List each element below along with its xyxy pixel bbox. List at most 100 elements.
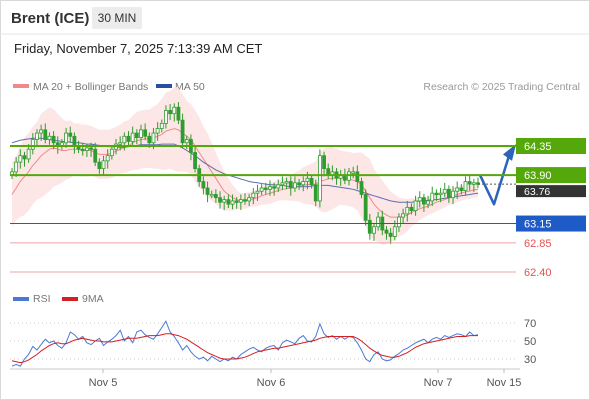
candle (363, 189, 368, 226)
candle (164, 105, 168, 129)
rsi-tick-label: 70 (524, 318, 536, 330)
candle (438, 188, 443, 203)
level-63-76: 63.76 (516, 185, 586, 198)
candle (18, 149, 23, 169)
level-62-85: 62.85 (10, 238, 552, 250)
time-tick-label: Nov 7 (424, 377, 453, 389)
level-63-90: 63.90 (10, 167, 586, 184)
price-levels: 64.35 63.90 63.76 63.15 62.85 62.40 (10, 138, 586, 279)
rsi-legend-swatch (13, 297, 29, 301)
candle (401, 208, 406, 224)
candle (209, 190, 214, 199)
candle (101, 155, 106, 176)
candle (180, 113, 185, 148)
candle (397, 213, 401, 232)
candle (317, 149, 322, 208)
candle (417, 191, 422, 208)
rsi-tick-label: 50 (524, 336, 536, 348)
candle (455, 181, 460, 199)
candle (238, 194, 243, 210)
candle (218, 191, 222, 209)
rsi-plot: 30 50 70 (10, 318, 536, 367)
copyright-text: Research © 2025 Trading Central (423, 81, 580, 93)
candle (259, 184, 264, 196)
candle (388, 228, 393, 245)
candle (372, 222, 376, 241)
candle (226, 194, 231, 209)
candle (272, 182, 277, 196)
candle (322, 151, 326, 177)
bollinger-band (12, 86, 478, 245)
candle (80, 142, 85, 156)
candle (64, 127, 68, 148)
candle (139, 124, 143, 146)
level-62-40: 62.40 (10, 267, 552, 279)
candle (193, 146, 197, 173)
candle (442, 182, 447, 198)
projection-arrowhead (503, 144, 516, 161)
candle (234, 197, 239, 209)
level-label: 63.15 (524, 219, 552, 231)
candle (122, 132, 127, 151)
candle (43, 123, 48, 144)
ma50-line (11, 137, 479, 203)
candle (168, 104, 173, 121)
candle (30, 133, 35, 155)
timestamp: Friday, November 7, 2025 7:13:39 AM CET (14, 41, 263, 56)
candle (426, 195, 430, 209)
candle (118, 136, 123, 151)
candle (422, 193, 426, 212)
candle (130, 126, 135, 147)
rsi-legend: RSI 9MA (13, 293, 104, 305)
candle (105, 149, 110, 169)
candle (471, 178, 476, 192)
candle (222, 195, 227, 210)
candle (26, 144, 31, 163)
chart-header: Brent (ICE) 30 MIN (0, 0, 590, 36)
candle (201, 176, 206, 195)
rsi-legend-label: RSI (33, 293, 51, 305)
candle (367, 213, 372, 240)
candle (39, 124, 44, 141)
candle (280, 176, 285, 190)
candle (126, 131, 131, 146)
level-label: 62.85 (524, 238, 552, 250)
candle (413, 195, 418, 216)
candle (351, 166, 356, 179)
level-label: 64.35 (524, 141, 552, 153)
candle (22, 151, 27, 167)
rsi-line (11, 320, 479, 367)
candle (268, 180, 272, 196)
candle (451, 186, 455, 205)
candle (176, 102, 181, 125)
candle (313, 179, 318, 207)
rsi-ma-legend-swatch (62, 297, 78, 301)
candle (14, 156, 19, 178)
current-price-label: 63.76 (524, 186, 550, 198)
candle (35, 129, 39, 146)
candle (230, 194, 235, 210)
bollinger-legend-swatch (13, 84, 29, 88)
time-tick-label: Nov 15 (487, 377, 522, 389)
candle (309, 174, 314, 189)
rsi-ma-line (11, 333, 478, 364)
candle (409, 203, 414, 215)
candle (243, 193, 247, 205)
level-64-35: 64.35 (10, 138, 586, 154)
candle (159, 119, 164, 133)
candle (359, 177, 364, 199)
candle (109, 145, 114, 160)
candle (97, 158, 102, 174)
candle (205, 181, 210, 203)
timeframe-badge[interactable]: 30 MIN (92, 7, 142, 29)
candle (284, 177, 289, 190)
candle (430, 186, 435, 207)
rsi-ma-legend-label: 9MA (82, 293, 104, 305)
time-tick-label: Nov 5 (89, 377, 118, 389)
candle (293, 176, 297, 192)
candle (172, 103, 177, 122)
candle (134, 129, 139, 145)
time-tick-label: Nov 6 (257, 377, 286, 389)
candle (467, 175, 472, 191)
